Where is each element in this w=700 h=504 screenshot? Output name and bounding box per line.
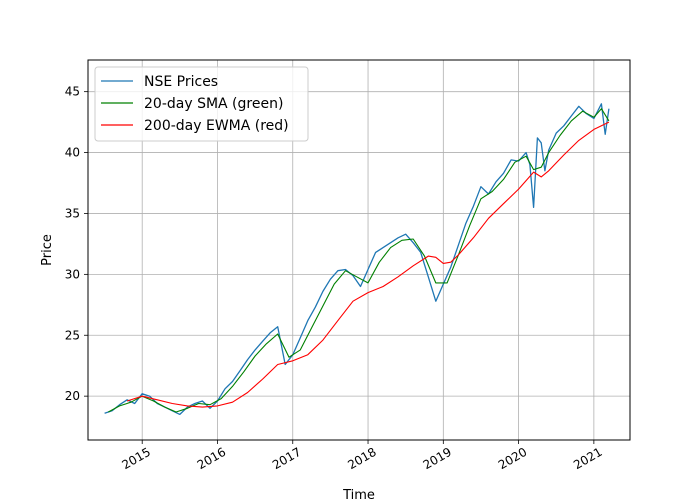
series-line-3	[126, 121, 610, 408]
y-tick-label: 25	[65, 328, 80, 342]
y-tick-label: 20	[65, 389, 80, 403]
y-tick-label: 40	[65, 146, 80, 160]
y-axis-ticks: 20 25 30 35 40 45	[65, 85, 88, 403]
legend-label: 20-day SMA (green)	[144, 96, 283, 112]
x-tick-label: 2020	[496, 445, 529, 472]
series-lines	[104, 103, 610, 416]
y-tick-label: 30	[65, 267, 80, 281]
x-tick-label: 2017	[270, 445, 303, 472]
legend-label: NSE Prices	[144, 74, 218, 90]
x-tick-label: 2019	[421, 445, 454, 472]
y-tick-label: 45	[65, 85, 80, 99]
grid	[88, 60, 630, 440]
y-tick-label: 35	[65, 206, 80, 220]
x-tick-label: 2018	[345, 445, 378, 472]
series-line-1	[104, 103, 610, 416]
x-tick-label: 2021	[571, 445, 604, 472]
y-axis-label: Price	[40, 234, 55, 266]
x-axis-label: Time	[342, 488, 375, 500]
x-axis-ticks: 2015 2016 2017 2018 2019 2020 2021	[119, 440, 605, 472]
legend-entries: NSE Prices 20-day SMA (green) 200-day EWMA…	[101, 74, 289, 134]
plot-frame	[87, 59, 631, 441]
series-line-2	[108, 108, 610, 413]
legend: NSE Prices 20-day SMA (green) 200-day EWMA…	[94, 66, 309, 142]
legend-box	[94, 66, 309, 142]
x-tick-label: 2015	[119, 445, 152, 472]
x-tick-label: 2016	[195, 445, 228, 472]
legend-label: 200-day EWMA (red)	[144, 118, 289, 134]
